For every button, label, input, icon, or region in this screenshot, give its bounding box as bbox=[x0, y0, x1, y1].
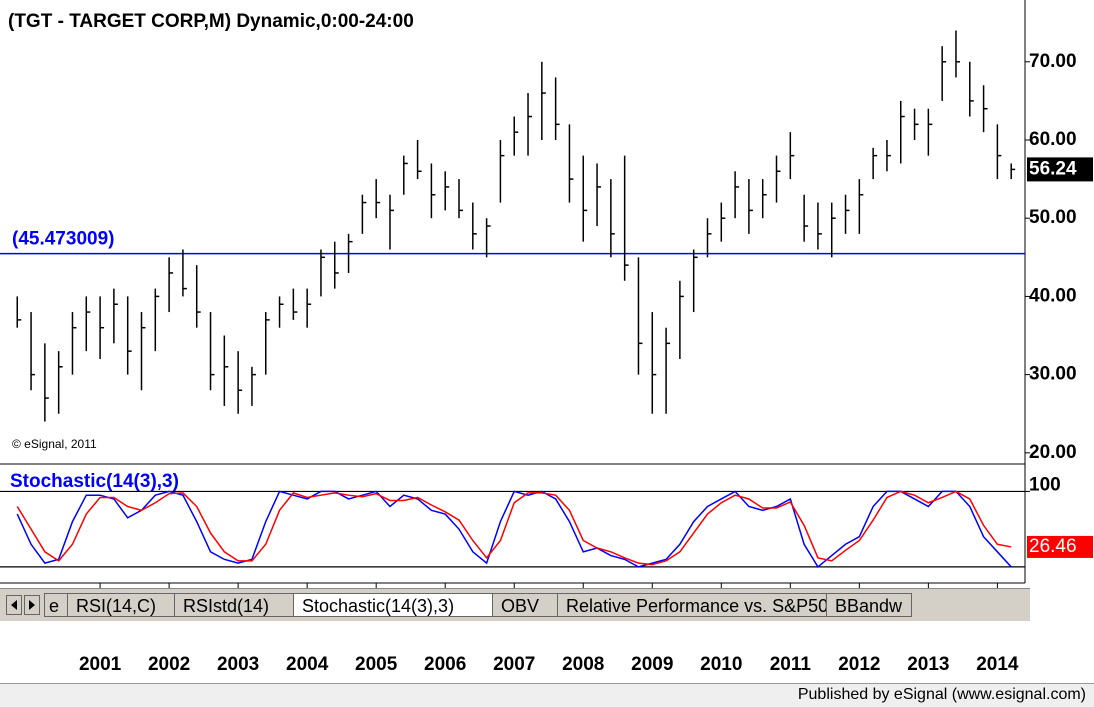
x-tick-label: 2007 bbox=[493, 654, 535, 675]
y-tick-label: 20.00 bbox=[1029, 442, 1077, 463]
x-tick-label: 2009 bbox=[631, 654, 673, 675]
level-label: (45.473009) bbox=[12, 229, 114, 250]
y-tick-label: 30.00 bbox=[1029, 364, 1077, 385]
copyright: © eSignal, 2011 bbox=[12, 437, 97, 451]
last-value-box bbox=[1027, 535, 1093, 558]
x-tick-label: 2010 bbox=[700, 654, 742, 675]
x-tick-label: 2008 bbox=[562, 654, 604, 675]
tab[interactable]: Relative Performance vs. S&P500 bbox=[557, 593, 838, 617]
y-tick-label: 40.00 bbox=[1029, 285, 1077, 306]
tab[interactable]: BBandw bbox=[826, 593, 912, 617]
y-tick-label: 60.00 bbox=[1029, 129, 1077, 150]
arrow-icon bbox=[11, 600, 17, 610]
chart: (TGT - TARGET CORP,M) Dynamic,0:00-24:00… bbox=[0, 0, 1094, 683]
scroll-left[interactable] bbox=[6, 595, 22, 615]
stochastic-line bbox=[16, 490, 1012, 566]
arrow-icon bbox=[29, 600, 35, 610]
x-tick-label: 2003 bbox=[217, 654, 259, 675]
x-tick-label: 2012 bbox=[838, 654, 880, 675]
tab[interactable]: OBV bbox=[492, 593, 558, 617]
y-tick-label: 70.00 bbox=[1029, 51, 1077, 72]
last-value-label: 26.46 bbox=[1029, 536, 1077, 557]
tab[interactable]: Stochastic(14(3),3) bbox=[293, 593, 493, 617]
footer: Published by eSignal (www.esignal.com) bbox=[0, 683, 1094, 707]
x-tick-label: 2006 bbox=[424, 654, 466, 675]
chart-title: (TGT - TARGET CORP,M) Dynamic,0:00-24:00 bbox=[8, 11, 414, 32]
y-tick-label: 50.00 bbox=[1029, 207, 1077, 228]
tab[interactable]: RSI(14,C) bbox=[67, 593, 175, 617]
indicator-title: Stochastic(14(3),3) bbox=[10, 471, 179, 492]
last-price-label: 56.24 bbox=[1029, 158, 1077, 179]
tab[interactable]: e bbox=[44, 593, 68, 617]
background bbox=[0, 0, 1094, 683]
x-tick-label: 2004 bbox=[286, 654, 329, 675]
stochastic-line bbox=[16, 490, 1012, 569]
x-tick-label: 2011 bbox=[770, 654, 812, 675]
x-tick-label: 2001 bbox=[79, 654, 122, 675]
x-tick-label: 2002 bbox=[148, 654, 190, 675]
y-tick-label: 100 bbox=[1029, 474, 1061, 495]
x-tick-label: 2013 bbox=[907, 654, 949, 675]
x-tick-label: 2014 bbox=[976, 654, 1019, 675]
x-tick-label: 2005 bbox=[355, 654, 398, 675]
tab[interactable]: RSIstd(14) bbox=[174, 593, 294, 617]
last-price-box bbox=[1027, 157, 1093, 182]
tab-bar: e RSI(14,C) RSIstd(14) Stochastic(14(3),3) O… bbox=[0, 588, 1030, 621]
scroll-right[interactable] bbox=[24, 595, 40, 615]
